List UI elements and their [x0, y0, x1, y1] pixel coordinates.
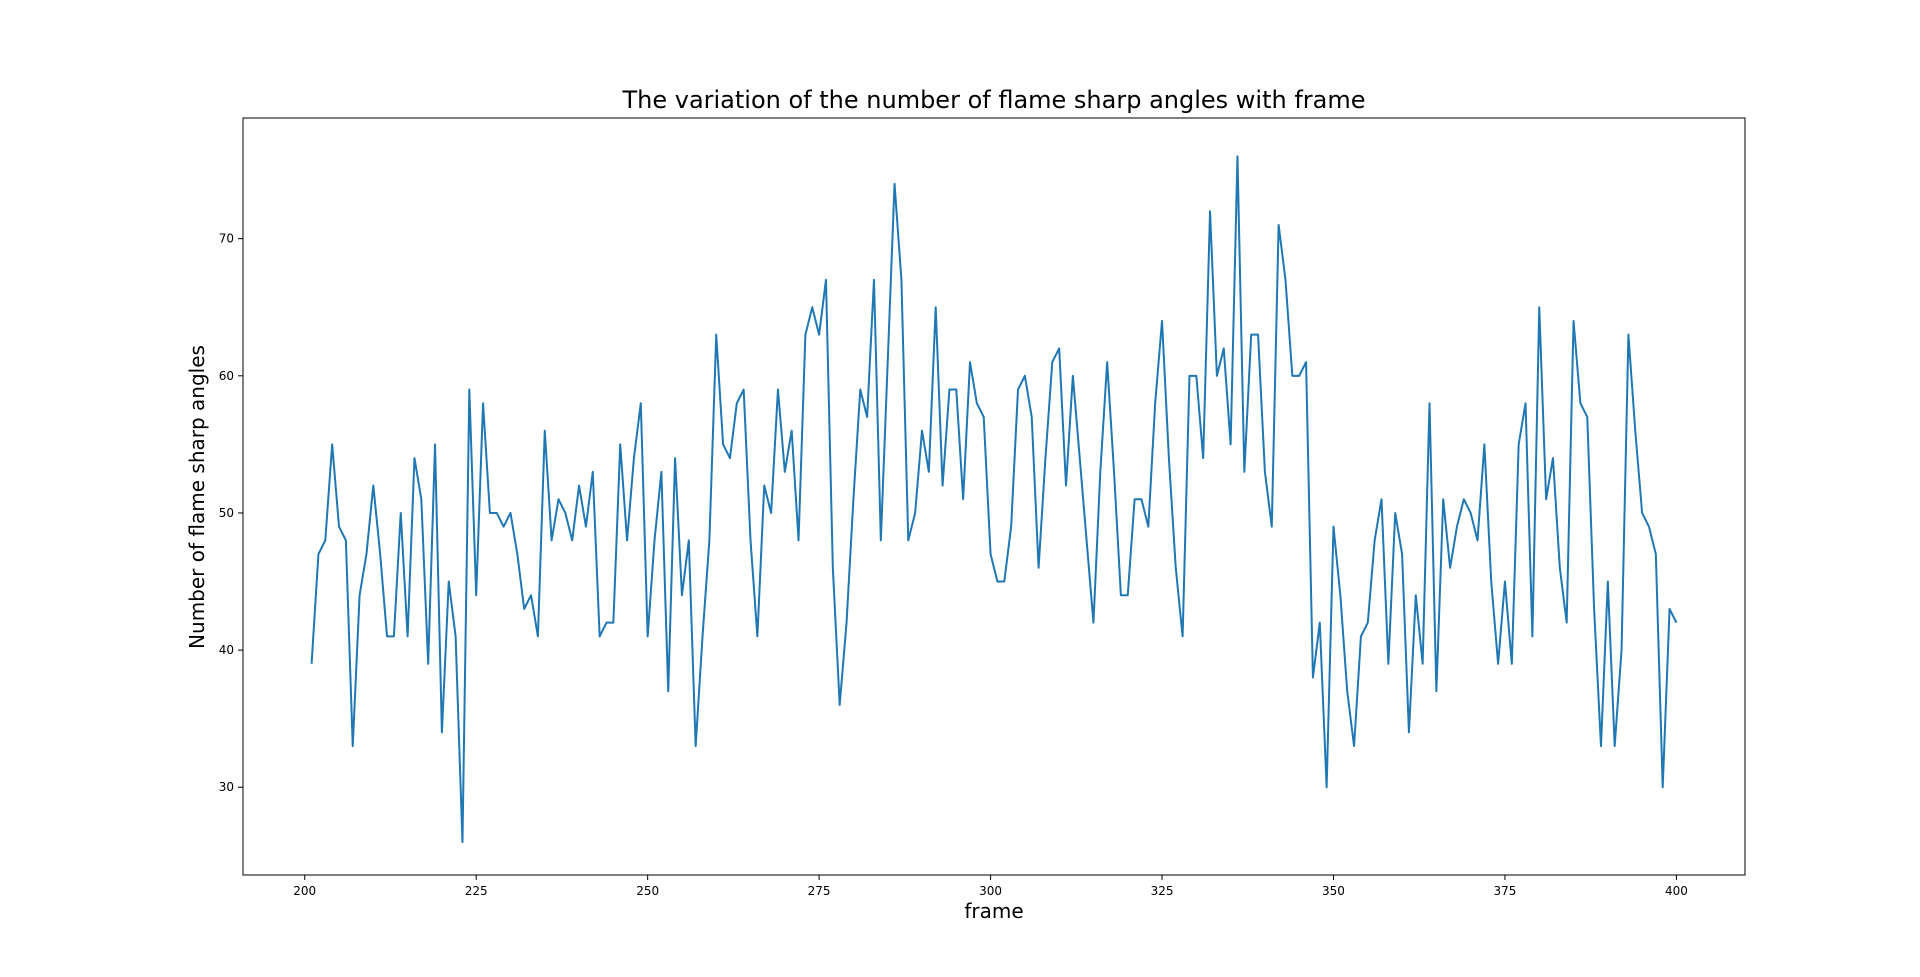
y-tick-label: 40: [219, 643, 234, 657]
y-tick-label: 60: [219, 369, 234, 383]
x-tick-label: 250: [636, 884, 659, 898]
x-tick-label: 225: [465, 884, 488, 898]
x-tick-label: 400: [1665, 884, 1688, 898]
y-tick-label: 30: [219, 780, 234, 794]
series-line: [310, 155, 1678, 844]
x-tick-label: 275: [808, 884, 831, 898]
y-axis-title: Number of flame sharp angles: [185, 345, 209, 649]
plot-frame: [242, 117, 1746, 876]
x-tick-label: 350: [1322, 884, 1345, 898]
x-tick-label: 325: [1151, 884, 1174, 898]
x-tick-label: 200: [293, 884, 316, 898]
x-tick-label: 375: [1494, 884, 1517, 898]
y-tick-label: 50: [219, 506, 234, 520]
x-tick-label: 300: [979, 884, 1002, 898]
chart-title: The variation of the number of flame sha…: [621, 86, 1365, 114]
x-axis-title: frame: [964, 899, 1023, 923]
y-tick-label: 70: [219, 232, 234, 246]
